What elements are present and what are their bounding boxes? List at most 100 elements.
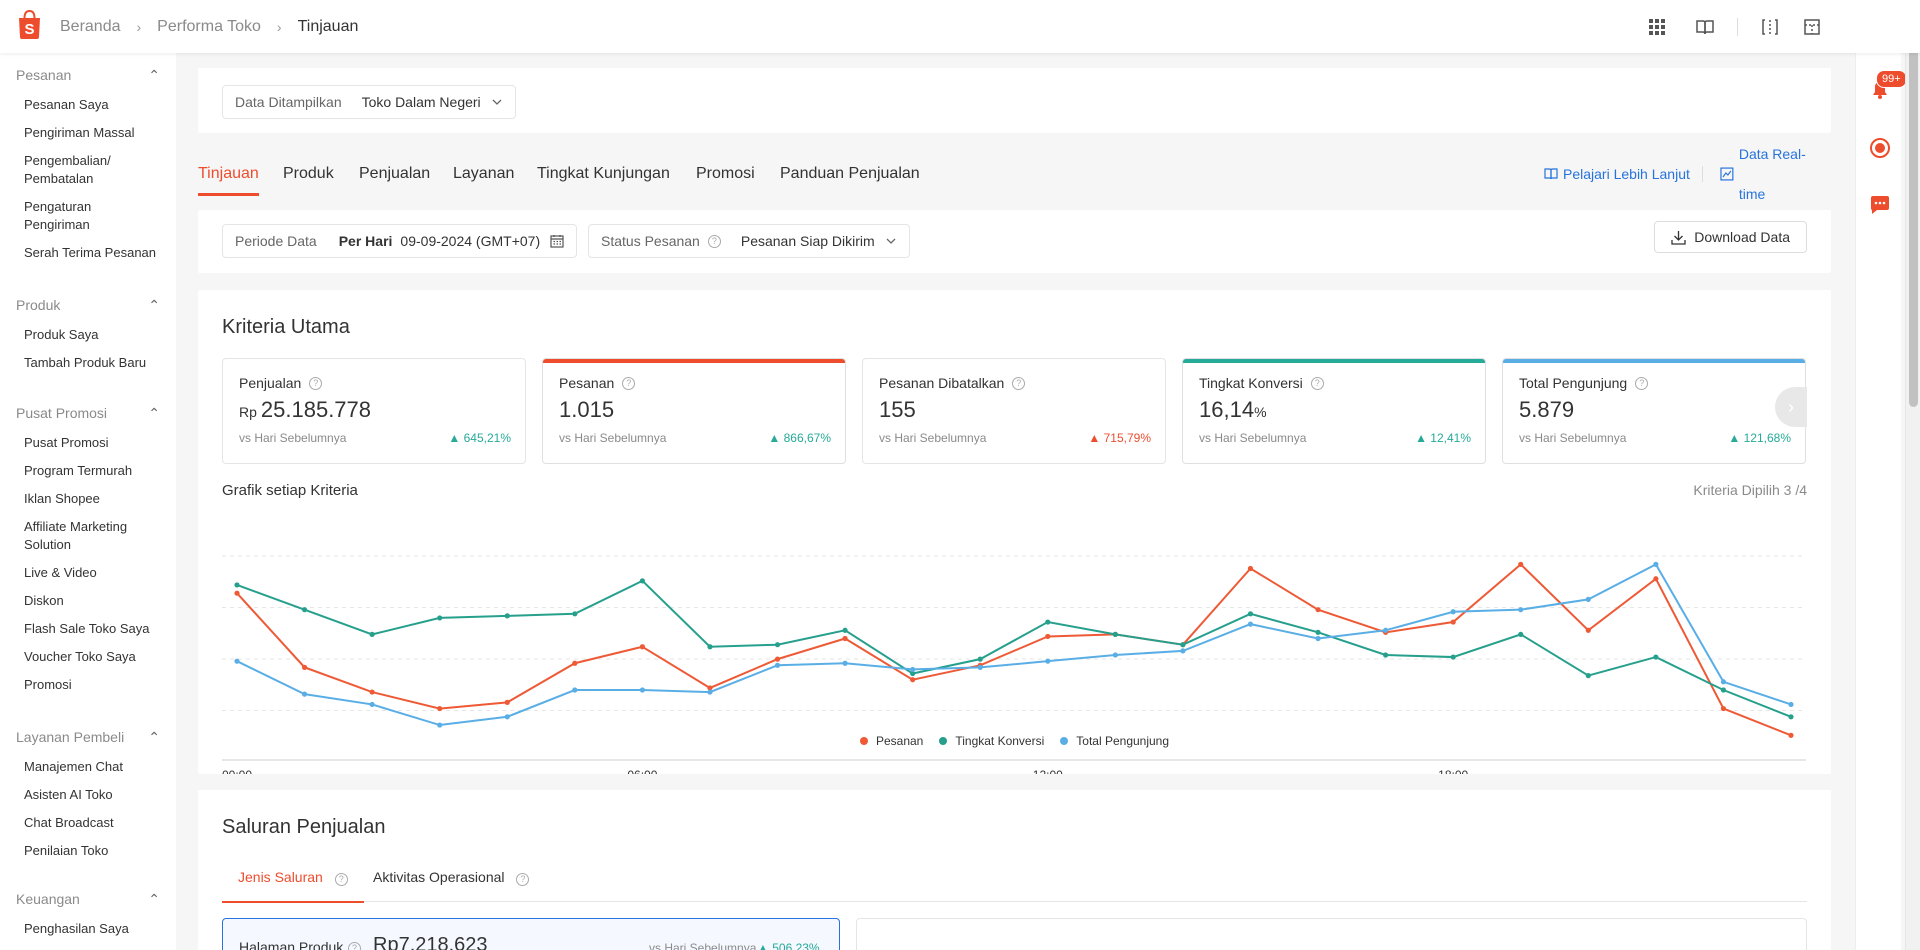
data-point[interactable] [1653, 576, 1659, 582]
data-point[interactable] [437, 722, 443, 728]
data-point[interactable] [369, 701, 375, 708]
tab-aktivitas-operasional[interactable]: Aktivitas Operasional ? [373, 862, 530, 902]
help-icon[interactable]: ? [622, 376, 636, 390]
sidebar-group-header[interactable]: Produk ⌃ [16, 293, 160, 317]
breadcrumb-performa-toko[interactable]: Performa Toko [157, 17, 261, 35]
data-point[interactable] [774, 662, 781, 668]
data-point[interactable] [572, 687, 578, 693]
data-point[interactable] [1315, 607, 1321, 613]
data-point[interactable] [1045, 619, 1051, 625]
help-icon[interactable]: ? [1310, 376, 1324, 390]
sidebar-item[interactable]: Pesanan Saya [24, 97, 109, 112]
data-point[interactable] [774, 642, 781, 648]
data-point[interactable] [910, 666, 916, 673]
help-icon[interactable]: ? [334, 873, 348, 886]
data-point[interactable] [977, 664, 983, 670]
data-point[interactable] [1653, 654, 1659, 660]
data-point[interactable] [301, 691, 308, 697]
data-point[interactable] [842, 627, 848, 633]
breadcrumb-home[interactable]: Beranda [60, 17, 121, 35]
scrollbar-thumb[interactable] [1909, 2, 1918, 407]
sidebar-item[interactable]: Diskon [24, 593, 64, 608]
sidebar-item[interactable]: Pengaturan Pengiriman [24, 199, 92, 232]
data-point[interactable] [1788, 714, 1794, 720]
data-point[interactable] [977, 656, 983, 662]
data-point[interactable] [369, 631, 375, 637]
data-point[interactable] [1518, 631, 1524, 637]
data-point[interactable] [1585, 673, 1591, 679]
metric-card[interactable]: Pesanan Dibatalkan? 155 vs Hari Sebelumnya… [862, 358, 1166, 464]
data-point[interactable] [1585, 627, 1591, 633]
data-point[interactable] [504, 613, 510, 619]
data-point[interactable] [234, 582, 240, 588]
help-icon[interactable]: ? [1012, 376, 1026, 390]
data-point[interactable] [572, 611, 578, 617]
tab-tinjauan[interactable]: Tinjauan [198, 154, 259, 196]
sidebar-item[interactable]: Iklan Shopee [24, 491, 100, 506]
data-point[interactable] [1247, 611, 1254, 617]
data-displayed-select[interactable]: Data Ditampilkan Toko Dalam Negeri [222, 85, 516, 119]
data-point[interactable] [1720, 687, 1727, 693]
data-point[interactable] [910, 677, 916, 683]
sidebar-group-header[interactable]: Keuangan ⌃ [16, 887, 160, 911]
sidebar-item[interactable]: Penilaian Toko [24, 843, 109, 858]
data-point[interactable] [504, 699, 510, 705]
book-icon[interactable] [1693, 15, 1717, 39]
sidebar-item[interactable]: Voucher Toko Saya [24, 649, 136, 664]
data-point[interactable] [369, 689, 375, 695]
sidebar-group-header[interactable]: Pusat Promosi ⌃ [16, 401, 160, 425]
tab-tingkat-kunjungan[interactable]: Tingkat Kunjungan [537, 165, 670, 182]
data-point[interactable] [1383, 652, 1389, 658]
metric-card[interactable]: Penjualan? Rp 25.185.778 vs Hari Sebelumnya… [222, 358, 526, 464]
sidebar-item[interactable]: Produk Saya [24, 327, 99, 342]
data-point[interactable] [1180, 642, 1186, 648]
sidebar-item[interactable]: Pengiriman Massal [24, 125, 135, 140]
sidebar-item[interactable]: Manajemen Chat [24, 759, 123, 774]
shopee-bag-icon[interactable]: S [16, 9, 43, 39]
sidebar-item[interactable]: Chat Broadcast [24, 815, 114, 830]
data-point[interactable] [1518, 561, 1524, 567]
data-point[interactable] [639, 578, 645, 584]
legend-item[interactable]: Total Pengunjung [1060, 734, 1169, 748]
chat-icon[interactable] [1868, 193, 1892, 217]
sidebar-item[interactable]: Affiliate Marketing Solution [24, 519, 128, 552]
columns-icon[interactable] [1758, 15, 1782, 39]
sidebar-item[interactable]: Pengembalian/ Pembatalan [24, 153, 111, 186]
tab-panduan-penjualan[interactable]: Panduan Penjualan [780, 165, 920, 182]
data-point[interactable] [1383, 627, 1389, 633]
data-point[interactable] [1788, 732, 1794, 738]
data-point[interactable] [639, 687, 645, 693]
data-point[interactable] [301, 664, 308, 670]
order-status-select[interactable]: Status Pesanan ? Pesanan Siap Dikirim [588, 224, 910, 258]
data-point[interactable] [707, 644, 713, 650]
data-point[interactable] [1450, 654, 1456, 660]
tab-penjualan[interactable]: Penjualan [359, 165, 431, 182]
sidebar-item[interactable]: Flash Sale Toko Saya [24, 621, 150, 636]
sidebar-item[interactable]: Program Termurah [24, 463, 133, 478]
data-point[interactable] [1720, 705, 1727, 712]
sidebar-group-header[interactable]: Pesanan ⌃ [16, 63, 160, 87]
data-point[interactable] [1315, 629, 1321, 635]
help-icon[interactable]: ? [348, 942, 361, 950]
tab-promosi[interactable]: Promosi [696, 165, 755, 182]
data-point[interactable] [1788, 701, 1794, 708]
data-point[interactable] [437, 705, 443, 712]
tab-produk[interactable]: Produk [283, 165, 334, 182]
help-center-icon[interactable] [1868, 136, 1892, 160]
sidebar-group-header[interactable]: Layanan Pembeli ⌃ [16, 725, 160, 749]
sidebar-item[interactable]: Asisten AI Toko [24, 787, 113, 802]
data-point[interactable] [437, 615, 443, 621]
learn-more-link[interactable]: Pelajari Lebih Lanjut [1544, 154, 1690, 194]
sidebar-item[interactable]: Serah Terima Pesanan [24, 245, 157, 260]
data-point[interactable] [504, 714, 510, 720]
data-point[interactable] [301, 607, 308, 613]
grid-apps-icon[interactable] [1645, 15, 1669, 39]
data-point[interactable] [842, 635, 848, 642]
data-point[interactable] [1112, 652, 1118, 658]
page-scrollbar[interactable] [1905, 0, 1920, 950]
metric-card[interactable]: Pesanan? 1.015 vs Hari Sebelumnya ▲ 866,67% [542, 358, 846, 464]
legend-item[interactable]: Tingkat Konversi [939, 734, 1044, 748]
data-point[interactable] [1045, 658, 1051, 664]
data-point[interactable] [707, 685, 713, 691]
help-icon[interactable]: ? [707, 234, 721, 248]
